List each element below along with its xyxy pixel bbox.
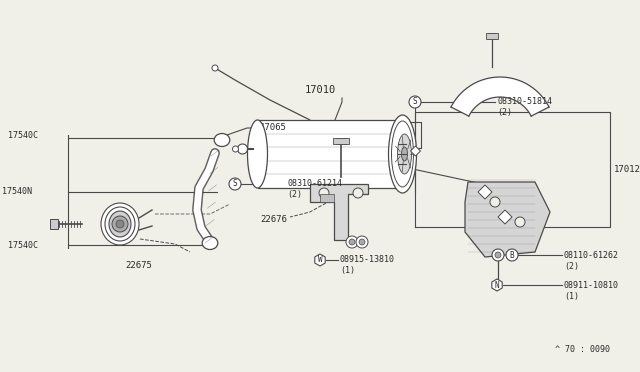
Ellipse shape [202, 237, 218, 250]
Text: ^ 70 : 0090: ^ 70 : 0090 [555, 345, 610, 354]
Text: 08110-61262: 08110-61262 [564, 250, 619, 260]
Circle shape [409, 96, 421, 108]
Text: 08911-10810: 08911-10810 [564, 280, 619, 289]
Text: 08310-51814: 08310-51814 [497, 97, 552, 106]
Text: B: B [509, 250, 515, 260]
Polygon shape [478, 185, 492, 199]
Polygon shape [333, 138, 349, 144]
Circle shape [359, 239, 365, 245]
Circle shape [346, 236, 358, 248]
Circle shape [229, 178, 241, 190]
Text: S: S [233, 180, 237, 189]
Text: 22676: 22676 [260, 215, 287, 224]
Circle shape [319, 188, 329, 198]
Polygon shape [320, 194, 334, 202]
Circle shape [490, 197, 500, 207]
Text: W: W [317, 256, 323, 264]
Polygon shape [410, 146, 420, 156]
Ellipse shape [392, 121, 413, 187]
Ellipse shape [401, 147, 408, 161]
Ellipse shape [214, 134, 230, 147]
Circle shape [232, 146, 239, 152]
Text: 17540N: 17540N [2, 187, 32, 196]
Circle shape [349, 239, 355, 245]
Polygon shape [486, 33, 498, 39]
Text: (1): (1) [564, 292, 579, 301]
Text: (2): (2) [497, 109, 512, 118]
Ellipse shape [388, 115, 417, 193]
Text: 17540C: 17540C [8, 241, 38, 250]
Text: 08310-61214: 08310-61214 [287, 180, 342, 189]
Circle shape [492, 249, 504, 261]
Polygon shape [465, 182, 550, 257]
Circle shape [116, 220, 124, 228]
Text: (1): (1) [340, 266, 355, 276]
Text: 17540C: 17540C [8, 131, 38, 141]
Text: 17012: 17012 [614, 165, 640, 174]
Circle shape [506, 249, 518, 261]
Text: 22675: 22675 [125, 262, 152, 270]
Text: 17010: 17010 [305, 85, 335, 95]
Polygon shape [310, 184, 368, 240]
Circle shape [212, 65, 218, 71]
Text: S: S [413, 97, 417, 106]
Polygon shape [315, 254, 325, 266]
Text: N: N [495, 280, 499, 289]
Polygon shape [451, 77, 549, 116]
Polygon shape [498, 210, 512, 224]
Ellipse shape [248, 120, 268, 188]
Ellipse shape [105, 207, 135, 241]
Text: 17065: 17065 [260, 124, 287, 132]
Text: 08915-13810: 08915-13810 [340, 256, 395, 264]
Ellipse shape [109, 211, 131, 237]
Circle shape [515, 217, 525, 227]
Circle shape [353, 188, 363, 198]
Circle shape [356, 236, 368, 248]
Polygon shape [492, 279, 502, 291]
Polygon shape [257, 120, 403, 188]
Text: (2): (2) [564, 262, 579, 270]
Polygon shape [50, 219, 58, 229]
Ellipse shape [101, 203, 139, 245]
Text: (2): (2) [287, 190, 302, 199]
Circle shape [112, 216, 128, 232]
Ellipse shape [397, 134, 412, 174]
Polygon shape [488, 33, 496, 39]
Circle shape [495, 252, 501, 258]
Circle shape [237, 144, 248, 154]
